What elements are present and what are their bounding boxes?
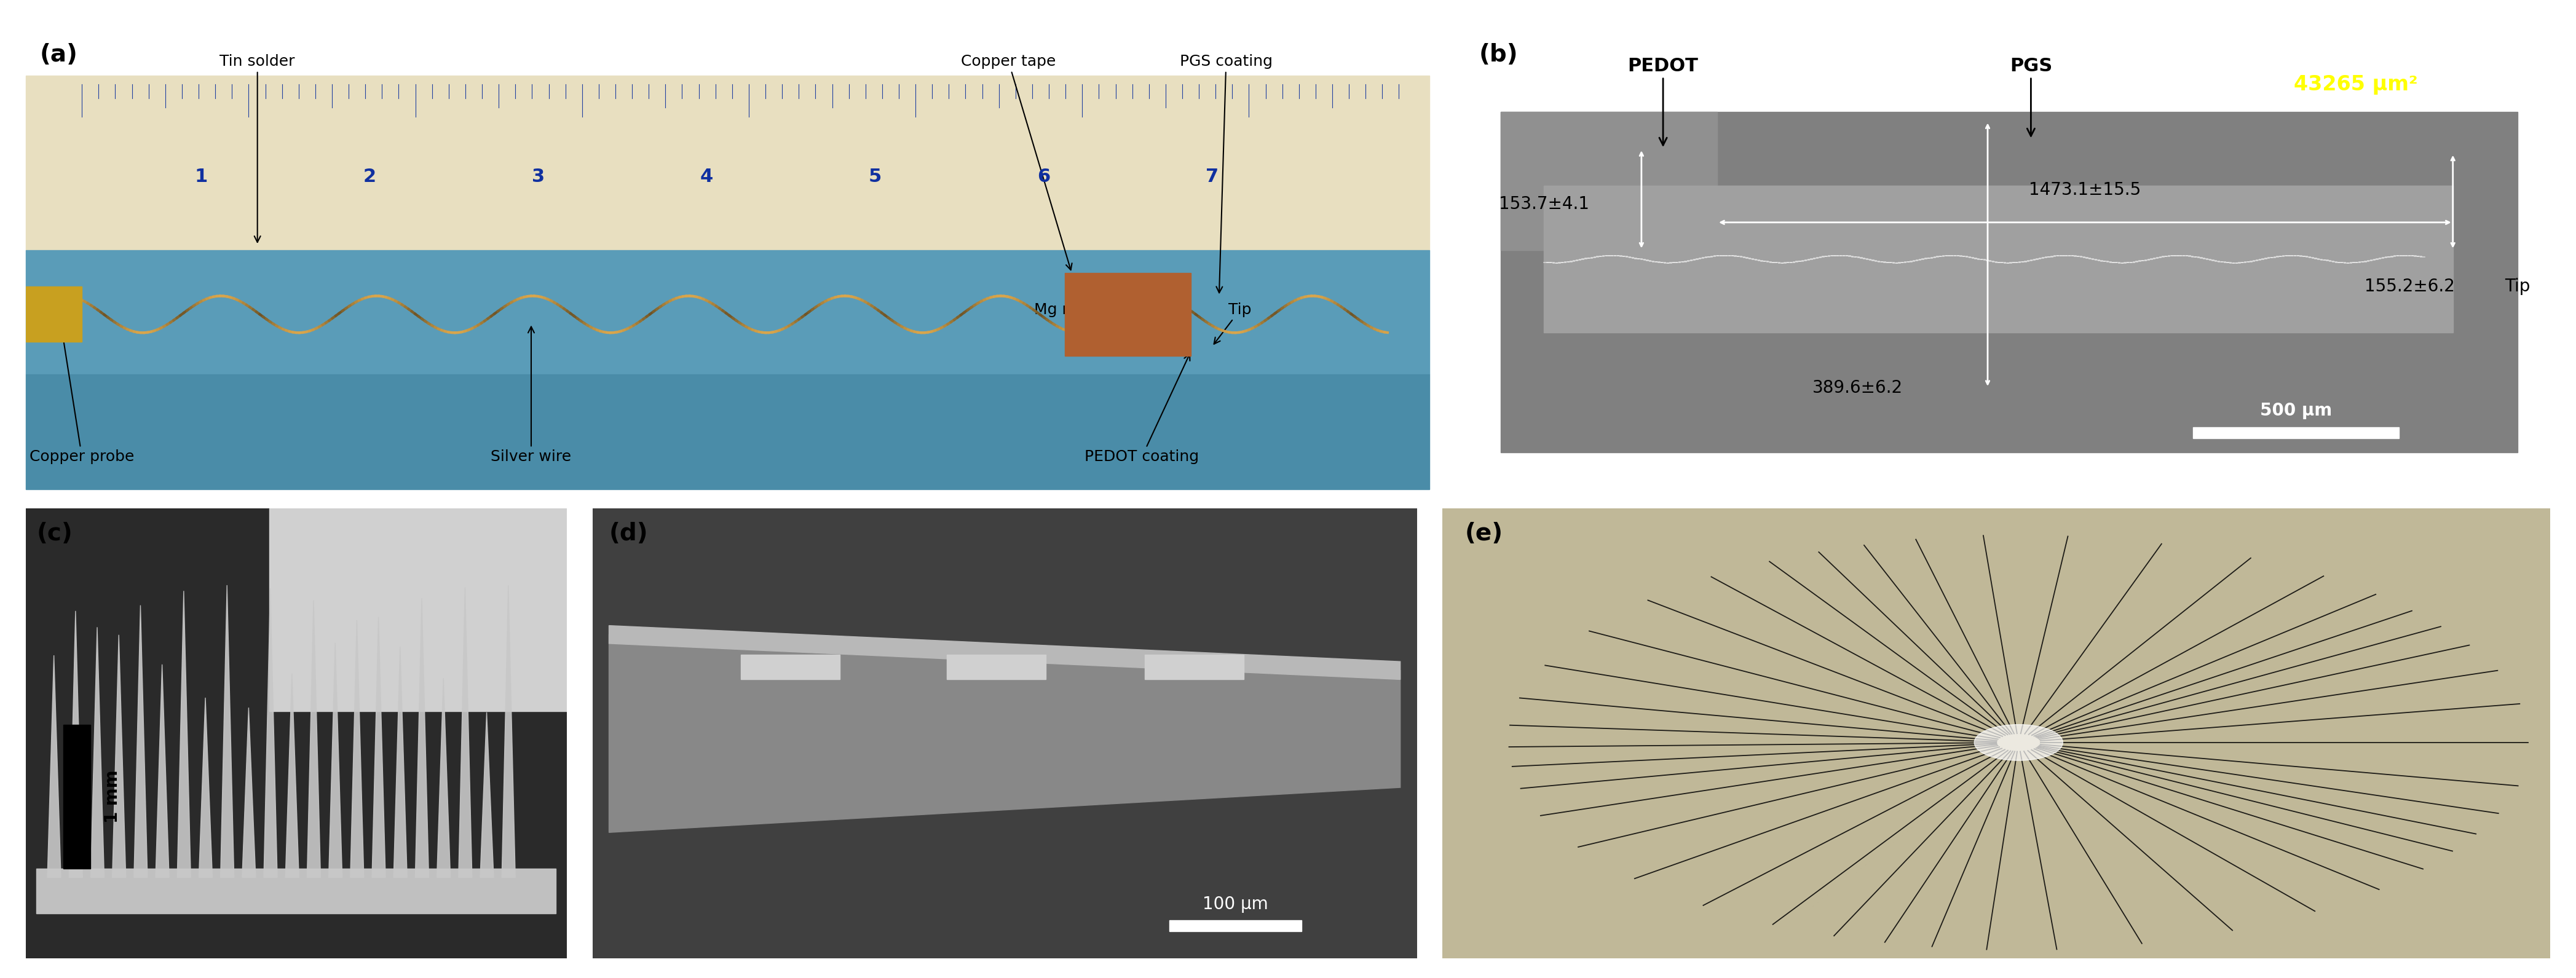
Text: (b): (b) (1479, 43, 1517, 67)
Polygon shape (46, 655, 62, 877)
Polygon shape (178, 591, 191, 877)
Polygon shape (307, 600, 319, 877)
Polygon shape (113, 635, 126, 877)
Text: Copper probe: Copper probe (28, 327, 134, 465)
Polygon shape (608, 635, 1401, 832)
Polygon shape (608, 626, 1401, 680)
Bar (948, 655, 1046, 680)
Bar (64, 725, 90, 868)
Circle shape (1973, 725, 2063, 761)
Text: PGS: PGS (2009, 57, 2053, 136)
Bar (268, 509, 567, 711)
Text: 1 mm: 1 mm (103, 770, 121, 823)
Text: 500 μm: 500 μm (2259, 402, 2331, 420)
Text: 3: 3 (531, 167, 544, 186)
Text: (d): (d) (608, 522, 649, 546)
Polygon shape (330, 643, 343, 877)
Text: 100 μm: 100 μm (1203, 896, 1267, 913)
Bar (1543, 186, 2452, 333)
Polygon shape (222, 585, 234, 877)
Bar (1064, 273, 1190, 356)
Bar (26, 75, 1430, 250)
Polygon shape (155, 664, 170, 877)
Polygon shape (459, 588, 471, 877)
Polygon shape (70, 611, 82, 877)
Polygon shape (438, 678, 451, 877)
Text: 155.2±6.2: 155.2±6.2 (2365, 278, 2455, 295)
Bar (2192, 427, 2398, 438)
Text: PEDOT: PEDOT (1628, 57, 1698, 146)
Bar (26, 250, 1430, 374)
Text: 43265 μm²: 43265 μm² (2293, 74, 2416, 95)
Text: Tip: Tip (2504, 278, 2530, 295)
Text: 2: 2 (363, 167, 376, 186)
Polygon shape (371, 617, 386, 877)
Text: 4: 4 (701, 167, 714, 186)
Text: (e): (e) (1466, 522, 1502, 546)
Text: 1473.1±15.5: 1473.1±15.5 (2030, 182, 2141, 199)
Text: 389.6±6.2: 389.6±6.2 (1814, 379, 1904, 396)
Polygon shape (394, 646, 407, 877)
Polygon shape (263, 589, 278, 877)
Text: Tin solder: Tin solder (219, 54, 296, 243)
Polygon shape (198, 697, 211, 877)
Bar (1502, 112, 1718, 250)
Polygon shape (350, 620, 363, 877)
Text: PGS coating: PGS coating (1180, 54, 1273, 292)
Polygon shape (242, 708, 255, 877)
Polygon shape (90, 627, 103, 877)
Bar (1170, 920, 1301, 931)
Bar (36, 868, 556, 913)
Text: 153.7±4.1: 153.7±4.1 (1499, 196, 1589, 212)
Text: (c): (c) (36, 522, 72, 546)
Bar (1502, 112, 2517, 452)
Polygon shape (286, 674, 299, 877)
Polygon shape (502, 586, 515, 877)
Bar (26, 374, 1430, 489)
Text: Tip: Tip (1213, 302, 1252, 344)
Polygon shape (479, 712, 495, 877)
Text: 7: 7 (1206, 167, 1218, 186)
Polygon shape (415, 599, 428, 877)
Text: 6: 6 (1038, 167, 1051, 186)
Text: Copper tape: Copper tape (961, 54, 1072, 270)
Text: 5: 5 (868, 167, 881, 186)
Polygon shape (134, 605, 147, 877)
Bar (1144, 655, 1244, 680)
Text: (a): (a) (39, 43, 77, 67)
Bar (742, 655, 840, 680)
Text: PEDOT coating: PEDOT coating (1084, 354, 1198, 465)
Text: 1: 1 (196, 167, 209, 186)
Text: Silver wire: Silver wire (492, 327, 572, 465)
Text: Mg microwire: Mg microwire (1033, 302, 1139, 336)
Bar (26, 287, 82, 342)
